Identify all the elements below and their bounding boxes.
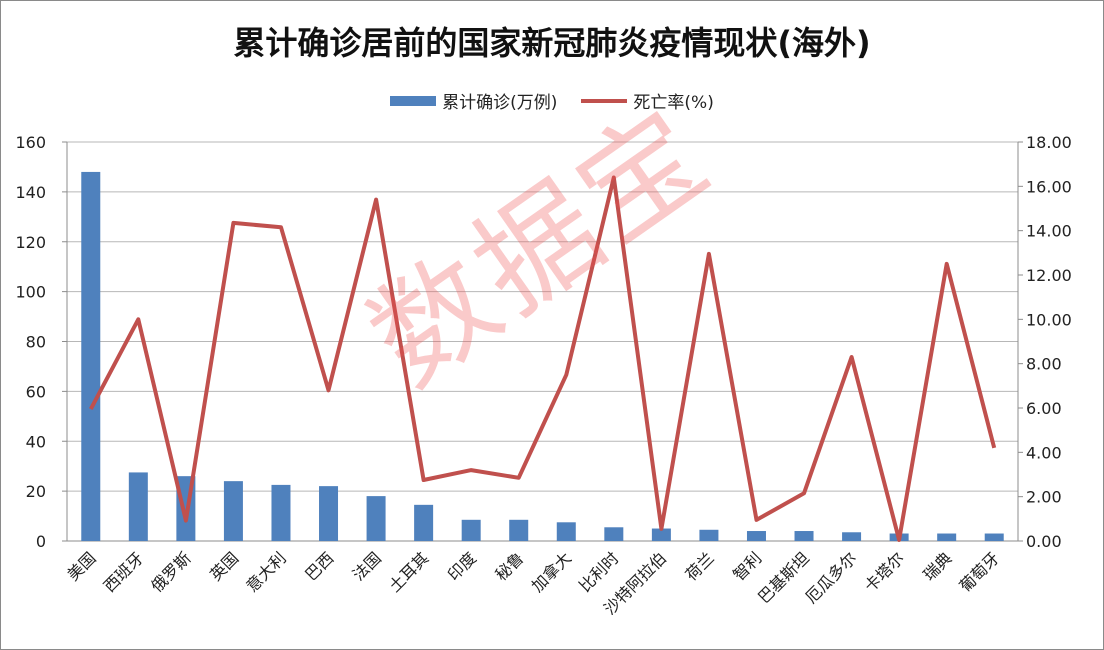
legend: 累计确诊(万例) 死亡率(%) — [0, 88, 1104, 113]
category-label: 巴基斯坦 — [754, 548, 813, 607]
legend-label-line: 死亡率(%) — [633, 93, 714, 113]
bar — [81, 171, 101, 542]
category-label: 意大利 — [242, 548, 289, 595]
bar — [842, 532, 862, 541]
y-left-tick-label: 160 — [15, 133, 46, 152]
y-left-tick-label: 20 — [26, 482, 46, 501]
y-left-tick-label: 140 — [15, 183, 46, 202]
bar — [461, 519, 481, 541]
category-label: 美国 — [64, 548, 100, 584]
category-label: 卡塔尔 — [861, 548, 908, 595]
y-right-tick-label: 14.00 — [1026, 222, 1072, 241]
legend-label-bar: 累计确诊(万例) — [442, 93, 558, 113]
category-label: 印度 — [444, 548, 480, 584]
bar — [319, 486, 339, 541]
bar — [271, 484, 291, 541]
category-label: 土耳其 — [385, 548, 432, 595]
bar — [509, 519, 529, 541]
category-label: 英国 — [206, 548, 242, 584]
bar — [937, 533, 957, 541]
category-label: 巴西 — [301, 548, 337, 584]
legend-item-bar: 累计确诊(万例) — [390, 88, 557, 113]
category-label: 厄瓜多尔 — [802, 548, 861, 607]
y-left-tick-label: 60 — [26, 382, 46, 401]
y-right-tick-label: 10.00 — [1026, 310, 1072, 329]
category-label: 西班牙 — [100, 548, 147, 595]
y-right-tick-label: 6.00 — [1026, 399, 1062, 418]
bar — [366, 496, 386, 541]
y-right-tick-label: 0.00 — [1026, 532, 1062, 551]
category-label: 智利 — [729, 548, 765, 584]
bar — [746, 531, 766, 541]
bar — [651, 528, 671, 541]
legend-swatch-line — [581, 98, 628, 103]
y-right-tick-label: 4.00 — [1026, 443, 1062, 462]
bar — [128, 472, 148, 541]
bar — [604, 527, 624, 541]
y-left-tick-label: 80 — [26, 333, 46, 352]
bar — [223, 481, 243, 541]
bar — [984, 533, 1004, 541]
category-label: 葡萄牙 — [956, 548, 1003, 595]
category-label: 荷兰 — [682, 548, 718, 584]
legend-item-line: 死亡率(%) — [581, 88, 714, 113]
y-left-tick-label: 0 — [36, 532, 46, 551]
category-label: 秘鲁 — [491, 548, 527, 584]
y-right-tick-label: 8.00 — [1026, 355, 1062, 374]
category-label: 法国 — [349, 548, 385, 584]
line-series — [89, 175, 997, 542]
y-left-tick-label: 40 — [26, 432, 46, 451]
bar — [699, 529, 719, 541]
y-left-tick-label: 120 — [15, 233, 46, 252]
y-right-tick-label: 16.00 — [1026, 177, 1072, 196]
y-right-tick-label: 12.00 — [1026, 266, 1072, 285]
bar — [414, 504, 434, 541]
category-label: 加拿大 — [528, 548, 575, 595]
y-right-tick-label: 2.00 — [1026, 488, 1062, 507]
bar — [556, 522, 576, 541]
category-label: 俄罗斯 — [147, 548, 194, 595]
y-left-tick-label: 100 — [15, 283, 46, 302]
chart-title: 累计确诊居前的国家新冠肺炎疫情现状(海外) — [233, 24, 871, 62]
bar — [794, 531, 814, 541]
y-right-tick-label: 18.00 — [1026, 133, 1072, 152]
legend-swatch-bar — [390, 95, 437, 106]
category-label: 瑞典 — [919, 548, 955, 584]
